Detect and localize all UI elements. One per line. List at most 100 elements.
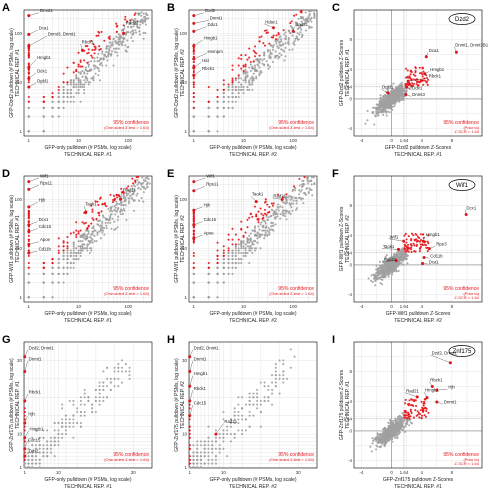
point-label: Rbck1 <box>194 386 207 391</box>
labelled-point <box>192 236 196 240</box>
x-axis-title: GFP-Wif1 pulldown Z-Scores <box>386 311 451 317</box>
x-tick-label: 1 <box>193 138 196 143</box>
panel-a: A 1 10 100 1 10 100 GFP-only pulldown (# PSMs, … <box>0 0 165 166</box>
point-label: Dgld1 <box>382 85 394 90</box>
y-tick-label: 1 <box>19 129 22 134</box>
point-label: Ddx1 <box>29 449 40 454</box>
x-tick-label: 1 <box>28 304 31 309</box>
labelled-point <box>27 251 31 255</box>
labelled-point <box>188 369 192 373</box>
labelled-point <box>188 414 192 418</box>
point-label: Taok1 <box>85 201 97 206</box>
confidence-sublabel: (One-sided Z-test > 1.64) <box>269 125 314 130</box>
tech-rep-label: TECHNICAL REP. #1 <box>64 152 112 158</box>
point-cloud <box>192 8 316 133</box>
labelled-point <box>192 223 196 227</box>
y-tick-label: 1.64 <box>343 250 352 255</box>
y-axis-tech-label: TECHNICAL REP. #2 <box>180 381 186 429</box>
gridlines <box>189 342 317 468</box>
point-label: Cd11b <box>430 254 443 259</box>
x-tick-label: 100 <box>290 304 298 309</box>
label-leader-line <box>193 20 209 24</box>
y-axis-tech-label: TECHNICAL REP. #1 <box>15 381 21 429</box>
labelled-point <box>192 66 196 70</box>
labelled-point <box>23 436 27 440</box>
point-label: Rps11 <box>206 182 219 187</box>
y-tick-label: -4 <box>348 458 352 463</box>
x-tick-label: 4 <box>421 470 424 475</box>
labelled-point <box>427 247 431 251</box>
y-tick-label: 0 <box>349 428 352 433</box>
panel-label: A <box>2 2 10 14</box>
label-leader-line <box>193 177 206 182</box>
labelled-point <box>254 200 258 204</box>
y-axis-title: GFP-Wif1 pulldown Z-Scores <box>339 206 345 271</box>
point-label: Rad21 <box>126 21 139 26</box>
x-tick-label: 4 <box>421 138 424 143</box>
point-label: Dcx1 <box>39 217 49 222</box>
x-tick-label: 1 <box>23 470 26 475</box>
chart-b: B 1 10 100 1 10 100 GFP-only pulldown (# PSMs, … <box>167 2 318 158</box>
label-leader-line <box>28 221 38 226</box>
x-tick-label: 10 <box>76 138 82 143</box>
point-label: Hmgb1 <box>426 232 440 237</box>
y-tick-label: 1 <box>19 295 22 300</box>
labelled-point <box>192 29 196 33</box>
plot-frame <box>23 9 153 137</box>
y-tick-label: 100 <box>14 31 22 36</box>
point-label: Hmgb1 <box>37 55 51 60</box>
y-tick-label: 1 <box>184 465 187 470</box>
chart-g: G 1 10 30 1 10 30 GFP-only pulldown (# PSMs, lo… <box>2 334 153 490</box>
tech-rep-label: TECHNICAL REP. #2 <box>394 318 442 324</box>
plot-frame <box>353 175 483 303</box>
point-label: Hmgb1 <box>425 388 439 393</box>
point-label: Ddx1 <box>37 68 48 73</box>
tech-rep-label: TECHNICAL REP. #1 <box>64 484 112 490</box>
point-label: Hjh <box>204 202 211 207</box>
labelled-point <box>27 180 31 184</box>
confidence-label: 95% confidence <box>113 452 149 458</box>
labelled-point <box>27 187 31 191</box>
labelled-point <box>402 239 406 243</box>
confidence-sublabel: (One-sided Z-test > 1.64) <box>104 291 149 296</box>
x-tick-label: -4 <box>360 304 364 309</box>
point-label: Rpe3 <box>436 242 447 247</box>
point-label: Ddx1 <box>208 22 219 27</box>
point-cloud <box>23 359 131 469</box>
x-tick-label: 100 <box>125 304 133 309</box>
x-tick-label: 1 <box>193 304 196 309</box>
plot-frame <box>188 175 318 303</box>
panel-g: G 1 10 30 1 10 30 GFP-only pulldown (# PSMs, lo… <box>0 332 165 498</box>
labelled-point <box>271 26 275 30</box>
point-label: Cd11b <box>39 247 52 252</box>
labelled-point <box>454 50 458 54</box>
plot-frame <box>353 9 483 137</box>
label-leader-line <box>408 77 428 82</box>
gridlines <box>354 175 483 302</box>
point-label: Dnmt1 <box>29 356 42 361</box>
confidence-label: 95% confidence <box>113 120 149 126</box>
x-tick-label: 0 <box>390 304 393 309</box>
point-label: Rad21 <box>295 22 308 27</box>
x-tick-label: 1.64 <box>400 138 409 143</box>
point-label: Rbck1 <box>82 40 95 45</box>
labelled-point <box>405 85 409 89</box>
y-tick-label: 0 <box>349 96 352 101</box>
confidence-sublabel: (One-sided Z-test > 1.64) <box>269 457 314 462</box>
x-tick-label: 8 <box>451 470 454 475</box>
confidence-sublabel: (Prior to) <box>463 125 479 130</box>
label-leader-line <box>388 238 404 242</box>
point-label: Rbck1 <box>430 377 443 382</box>
label-leader-line <box>189 375 193 387</box>
y-axis-tech-label: TECHNICAL REP. #2 <box>180 215 186 263</box>
panel-label: B <box>167 2 175 14</box>
confidence-threshold: Z-SCR > 1.64 <box>454 129 479 134</box>
panel-h: H 1 10 30 1 10 30 GFP-only pulldown (# PSMs, lo… <box>165 332 330 498</box>
panel-label: C <box>332 2 340 14</box>
point-label: Dca1 <box>429 259 440 264</box>
labelled-point <box>192 14 196 18</box>
labelled-point <box>396 247 400 251</box>
point-label: Taok1 <box>252 191 264 196</box>
